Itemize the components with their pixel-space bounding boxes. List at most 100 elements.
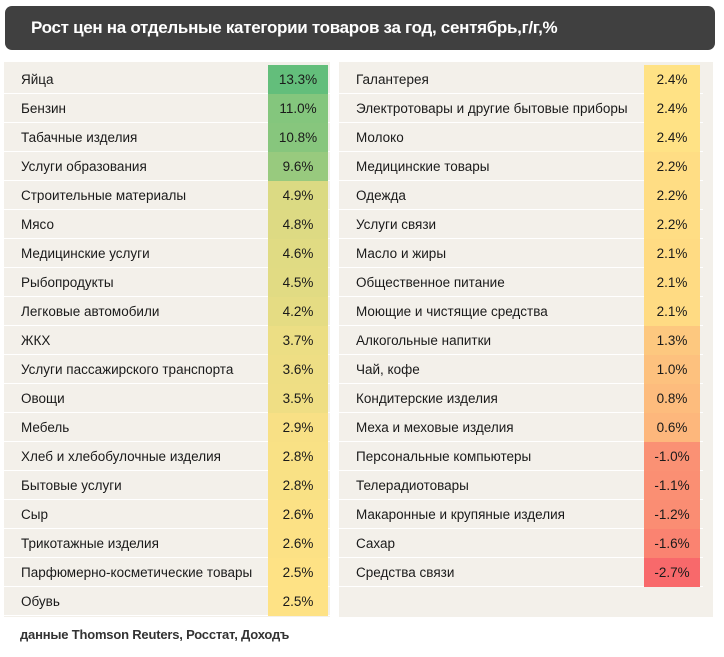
value-cell: 3.7% bbox=[268, 326, 328, 355]
category-label: Строительные материалы bbox=[21, 188, 187, 203]
value-cell: 2.4% bbox=[644, 94, 700, 123]
table-row: Хлеб и хлебобулочные изделия 2.8% bbox=[4, 442, 330, 471]
table-row: Сахар -1.6% bbox=[339, 529, 703, 558]
table-row: Мебель 2.9% bbox=[4, 413, 330, 442]
value-cell: -2.7% bbox=[644, 558, 700, 587]
table-row: Алкогольные напитки 1.3% bbox=[339, 326, 703, 355]
category-label: Мебель bbox=[21, 420, 70, 435]
table-row: Медицинские товары 2.2% bbox=[339, 152, 703, 181]
value-cell: 2.1% bbox=[644, 268, 700, 297]
value-cell: 0.8% bbox=[644, 384, 700, 413]
table-row: Общественное питание 2.1% bbox=[339, 268, 703, 297]
table-row: Табачные изделия 10.8% bbox=[4, 123, 330, 152]
value-cell: 2.8% bbox=[268, 442, 328, 471]
value-cell: 4.5% bbox=[268, 268, 328, 297]
category-label: Легковые автомобили bbox=[21, 304, 160, 319]
category-label: Средства связи bbox=[356, 565, 455, 580]
table-row: Молоко 2.4% bbox=[339, 123, 703, 152]
table-row: Услуги связи 2.2% bbox=[339, 210, 703, 239]
table-row: Персональные компьютеры -1.0% bbox=[339, 442, 703, 471]
table-row: Услуги образования 9.6% bbox=[4, 152, 330, 181]
value-cell: -1.2% bbox=[644, 500, 700, 529]
table-row: Парфюмерно-косметические товары 2.5% bbox=[4, 558, 330, 587]
value-cell: 2.6% bbox=[268, 529, 328, 558]
table-row: Трикотажные изделия 2.6% bbox=[4, 529, 330, 558]
category-label: Сыр bbox=[21, 507, 48, 522]
category-label: Медицинские товары bbox=[356, 159, 490, 174]
table-row: Строительные материалы 4.9% bbox=[4, 181, 330, 210]
category-label: Масло и жиры bbox=[356, 246, 447, 261]
value-cell: -1.0% bbox=[644, 442, 700, 471]
category-label: Парфюмерно-косметические товары bbox=[21, 565, 253, 580]
table-row: Рыбопродукты 4.5% bbox=[4, 268, 330, 297]
category-label: Обувь bbox=[21, 594, 60, 609]
table-row: Овощи 3.5% bbox=[4, 384, 330, 413]
value-cell: 2.8% bbox=[268, 471, 328, 500]
value-cell: 2.4% bbox=[644, 123, 700, 152]
table-row: Галантерея 2.4% bbox=[339, 65, 703, 94]
value-cell: 10.8% bbox=[268, 123, 328, 152]
value-cell: 4.9% bbox=[268, 181, 328, 210]
category-label: Бензин bbox=[21, 101, 67, 116]
category-label: Кондитерские изделия bbox=[356, 391, 498, 406]
value-cell: 2.5% bbox=[268, 587, 328, 616]
value-cell: 2.9% bbox=[268, 413, 328, 442]
table-row: Кондитерские изделия 0.8% bbox=[339, 384, 703, 413]
table-row: Макаронные и крупяные изделия -1.2% bbox=[339, 500, 703, 529]
category-label: Услуги связи bbox=[356, 217, 437, 232]
value-cell: 2.2% bbox=[644, 181, 700, 210]
value-cell: 11.0% bbox=[268, 94, 328, 123]
table-row: Услуги пассажирского транспорта 3.6% bbox=[4, 355, 330, 384]
value-cell: 9.6% bbox=[268, 152, 328, 181]
category-label: Мясо bbox=[21, 217, 54, 232]
category-label: Общественное питание bbox=[356, 275, 505, 290]
value-cell: 4.2% bbox=[268, 297, 328, 326]
category-label: Услуги пассажирского транспорта bbox=[21, 362, 234, 377]
category-label: Меха и меховые изделия bbox=[356, 420, 514, 435]
table-row: Бензин 11.0% bbox=[4, 94, 330, 123]
category-label: Электротовары и другие бытовые приборы bbox=[356, 101, 628, 116]
category-label: Бытовые услуги bbox=[21, 478, 122, 493]
value-cell: 1.3% bbox=[644, 326, 700, 355]
category-label: Галантерея bbox=[356, 72, 429, 87]
value-cell: 3.6% bbox=[268, 355, 328, 384]
value-cell: 2.1% bbox=[644, 297, 700, 326]
table-row: Меха и меховые изделия 0.6% bbox=[339, 413, 703, 442]
value-cell: 2.5% bbox=[268, 558, 328, 587]
value-cell: 0.6% bbox=[644, 413, 700, 442]
table-row: Телерадиотовары -1.1% bbox=[339, 471, 703, 500]
table-row: Бытовые услуги 2.8% bbox=[4, 471, 330, 500]
value-cell: -1.1% bbox=[644, 471, 700, 500]
table-row: Моющие и чистящие средства 2.1% bbox=[339, 297, 703, 326]
table-row: ЖКХ 3.7% bbox=[4, 326, 330, 355]
category-label: Одежда bbox=[356, 188, 406, 203]
value-cell: 2.6% bbox=[268, 500, 328, 529]
category-label: Услуги образования bbox=[21, 159, 147, 174]
value-cell: 2.1% bbox=[644, 239, 700, 268]
category-label: Овощи bbox=[21, 391, 65, 406]
category-label: Моющие и чистящие средства bbox=[356, 304, 548, 319]
value-cell: 4.8% bbox=[268, 210, 328, 239]
category-label: Персональные компьютеры bbox=[356, 449, 532, 464]
table-row: Мясо 4.8% bbox=[4, 210, 330, 239]
value-cell: 2.2% bbox=[644, 210, 700, 239]
chart-title: Рост цен на отдельные категории товаров … bbox=[31, 18, 558, 37]
table-row: Сыр 2.6% bbox=[4, 500, 330, 529]
value-cell: 2.4% bbox=[644, 65, 700, 94]
value-cell: 4.6% bbox=[268, 239, 328, 268]
category-label: Молоко bbox=[356, 130, 404, 145]
category-label: Чай, кофе bbox=[356, 362, 420, 377]
category-label: Табачные изделия bbox=[21, 130, 138, 145]
category-label: Хлеб и хлебобулочные изделия bbox=[21, 449, 221, 464]
table-row: Обувь 2.5% bbox=[4, 587, 330, 616]
category-label: Макаронные и крупяные изделия bbox=[356, 507, 565, 522]
category-label: ЖКХ bbox=[21, 333, 51, 348]
category-label: Алкогольные напитки bbox=[356, 333, 492, 348]
table-row: Масло и жиры 2.1% bbox=[339, 239, 703, 268]
category-label: Трикотажные изделия bbox=[21, 536, 159, 551]
table-row: Яйца 13.3% bbox=[4, 65, 330, 94]
table-row: Средства связи -2.7% bbox=[339, 558, 703, 587]
value-cell: 13.3% bbox=[268, 65, 328, 94]
table-column-left: Яйца 13.3% Бензин 11.0% Табачные изделия 10.8… bbox=[4, 62, 330, 617]
category-label: Сахар bbox=[356, 536, 396, 551]
